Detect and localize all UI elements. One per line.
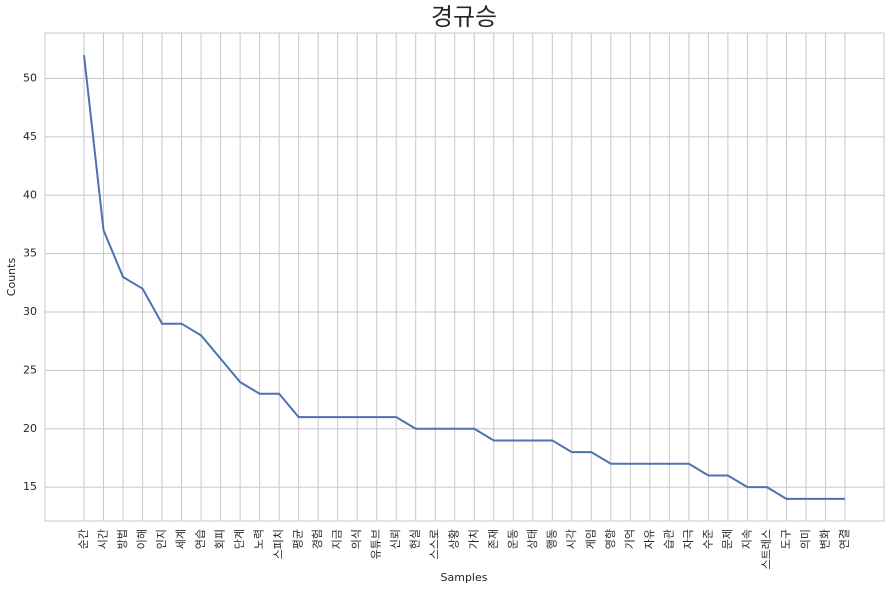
y-tick-label: 30 — [23, 305, 37, 318]
x-tick-label: 스스로 — [428, 529, 441, 559]
y-tick-label: 25 — [23, 363, 37, 376]
plot-frame — [44, 32, 885, 522]
x-tick-label: 의식 — [350, 529, 363, 549]
y-tick-label: 45 — [23, 130, 37, 143]
x-tick-label: 신뢰 — [389, 529, 402, 549]
x-tick-label: 변화 — [818, 529, 831, 549]
chart-title: 경규승 — [431, 3, 497, 31]
x-tick-label: 상황 — [448, 529, 461, 549]
x-tick-label: 이해 — [135, 529, 149, 549]
x-tick-label: 상태 — [526, 529, 539, 549]
y-tick-label: 35 — [23, 247, 37, 260]
x-tick-label: 지금 — [331, 529, 344, 549]
y-axis-label: Counts — [5, 258, 18, 297]
x-tick-label: 수준 — [701, 529, 714, 549]
x-tick-label: 존재 — [487, 529, 500, 549]
x-tick-label: 기억 — [623, 529, 636, 549]
x-tick-label: 지속 — [740, 529, 753, 549]
x-tick-label: 운동 — [506, 529, 519, 549]
x-tick-label: 스피치 — [272, 529, 285, 559]
y-tick-label: 15 — [23, 480, 37, 493]
x-axis-label: Samples — [441, 571, 488, 584]
x-tick-label: 게임 — [584, 529, 597, 549]
x-tick-label: 자극 — [682, 529, 695, 549]
x-tick-label: 방법 — [116, 529, 129, 549]
y-tick-label: 20 — [23, 422, 37, 435]
x-tick-label: 세계 — [175, 529, 188, 549]
x-tick-label: 문제 — [721, 529, 734, 549]
x-tick-label: 노력 — [253, 529, 266, 549]
x-tick-label: 의미 — [799, 529, 812, 549]
x-tick-label: 현실 — [409, 529, 422, 549]
y-tick-label: 50 — [23, 72, 37, 85]
x-tick-label: 단계 — [233, 529, 246, 549]
x-tick-label: 순간 — [77, 529, 90, 549]
x-tick-label: 유튜브 — [370, 529, 383, 559]
x-tick-label: 가치 — [467, 529, 480, 549]
x-tick-label: 자유 — [643, 529, 656, 549]
data-line — [83, 55, 845, 500]
y-tick-label: 40 — [23, 188, 37, 201]
x-tick-label: 영향 — [604, 529, 617, 549]
x-tick-label: 시간 — [97, 529, 110, 549]
x-tick-label: 도구 — [779, 529, 792, 549]
x-tick-label: 행동 — [545, 529, 558, 549]
x-tick-label: 인지 — [155, 529, 168, 549]
x-tick-label: 경험 — [311, 529, 324, 549]
x-tick-label: 회피 — [214, 529, 227, 549]
x-tick-label: 습관 — [662, 529, 675, 549]
x-tick-label: 평균 — [292, 529, 305, 549]
x-tick-label: 시각 — [565, 529, 578, 549]
x-tick-label: 연습 — [194, 529, 207, 549]
x-tick-label: 스트레스 — [760, 529, 773, 569]
x-tick-label: 연결 — [838, 529, 851, 549]
